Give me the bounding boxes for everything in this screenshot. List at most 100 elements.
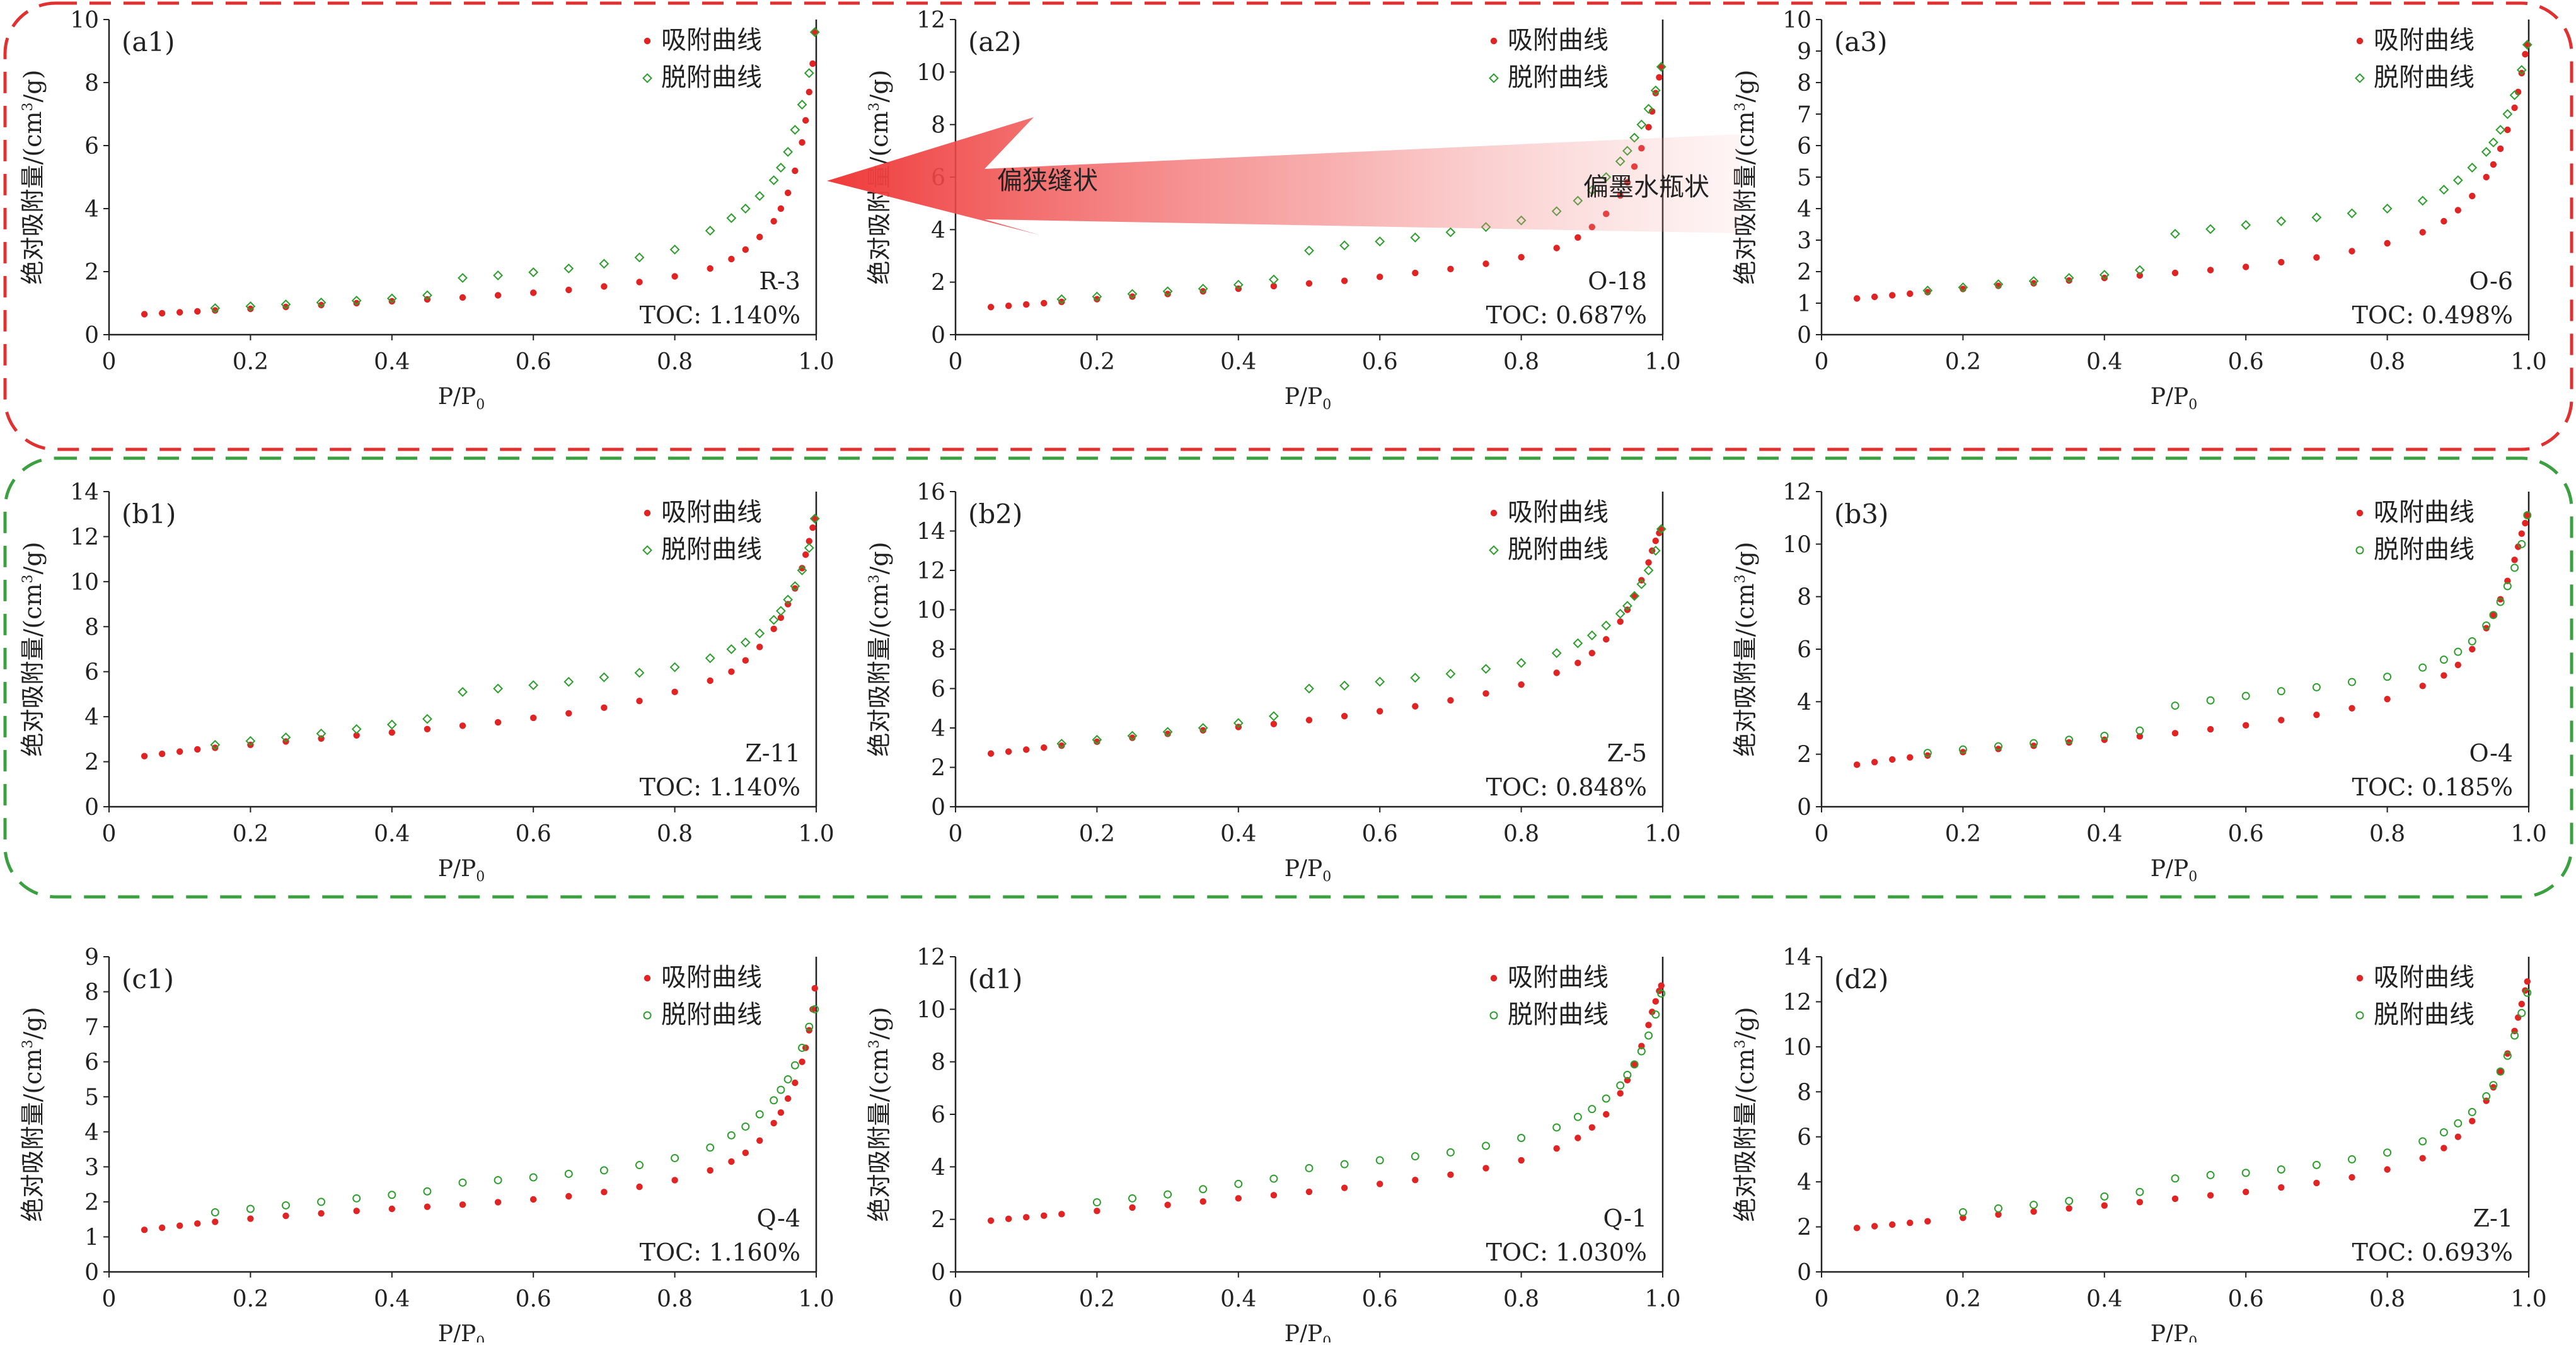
- desorption-point: [1636, 119, 1647, 130]
- y-axis-title: 绝对吸附量/(cm3/g): [19, 1007, 47, 1222]
- adsorption-point: [2419, 229, 2426, 236]
- adsorption-point: [1960, 1215, 1967, 1221]
- adsorption-series: [987, 526, 1665, 757]
- toc-label: TOC: 0.693%: [2352, 1238, 2513, 1266]
- adsorption-point: [1305, 1188, 1313, 1196]
- desorption-point: [210, 303, 221, 313]
- legend-adsorption-label: 吸附曲线: [1508, 498, 1609, 527]
- adsorption-point: [1164, 291, 1171, 297]
- x-tick-label: 1.0: [2510, 349, 2546, 375]
- adsorption-point: [424, 725, 431, 732]
- desorption-point: [804, 543, 814, 553]
- desorption-point: [317, 1198, 326, 1206]
- desorption-point: [2522, 40, 2533, 50]
- adsorption-point: [141, 1227, 148, 1233]
- adsorption-point: [1924, 1218, 1931, 1225]
- x-tick-label: 0.6: [516, 821, 552, 847]
- adsorption-point: [770, 217, 777, 225]
- x-axis-title-main: P/P: [1285, 384, 1323, 410]
- adsorption-point: [353, 1208, 360, 1215]
- adsorption-point: [388, 297, 395, 305]
- x-tick-label: 0.8: [2369, 349, 2405, 375]
- desorption-point: [1622, 601, 1632, 611]
- x-axis-title-main: P/P: [1285, 1321, 1323, 1342]
- desorption-point: [2065, 1197, 2074, 1205]
- group-a-dashed-box: [3, 1, 2573, 451]
- adsorption-point: [1041, 299, 1048, 307]
- adsorption-point: [1617, 1090, 1624, 1097]
- adsorption-point: [212, 307, 219, 314]
- desorption-point: [2418, 1137, 2427, 1146]
- x-tick-label: 0.6: [516, 1286, 552, 1312]
- y-tick-label: 9: [1797, 39, 1811, 65]
- y-tick-label: 10: [916, 598, 945, 624]
- y-tick-label: 4: [1797, 1170, 1811, 1196]
- desorption-point: [768, 615, 779, 625]
- panel-label: (b2): [968, 499, 1022, 529]
- adsorption-point: [1005, 302, 1012, 309]
- desorption-point: [1616, 1081, 1625, 1090]
- adsorption-point: [2065, 277, 2072, 284]
- sample-label: Q-4: [756, 1204, 800, 1232]
- adsorption-point: [565, 286, 572, 294]
- adsorption-point: [247, 305, 254, 313]
- y-tick-label: 4: [1797, 690, 1811, 715]
- adsorption-point: [318, 301, 325, 309]
- x-axis-title: P/P0: [1285, 384, 1332, 413]
- adsorption-point: [1412, 703, 1419, 710]
- adsorption-point: [1164, 730, 1171, 737]
- y-tick-label: 8: [1797, 1080, 1811, 1105]
- adsorption-point: [1656, 74, 1663, 81]
- x-axis-title-subscript: 0: [2188, 869, 2197, 885]
- desorption-point: [2028, 276, 2039, 286]
- x-tick-label: 0.4: [374, 349, 410, 375]
- adsorption-point: [1658, 982, 1665, 990]
- desorption-point: [1517, 1134, 1526, 1142]
- adsorption-point: [318, 1210, 325, 1217]
- desorption-point: [1923, 749, 1932, 758]
- adsorption-point: [2518, 1000, 2525, 1008]
- legend-adsorption-label: 吸附曲线: [2374, 26, 2475, 55]
- panel-label: (d1): [968, 964, 1022, 995]
- adsorption-point: [1023, 1214, 1030, 1221]
- desorption-point: [1198, 284, 1208, 294]
- y-tick-label: 7: [1797, 102, 1811, 128]
- desorption-point: [564, 1169, 573, 1178]
- adsorption-point: [1871, 758, 1878, 766]
- x-axis-title: P/P0: [438, 1321, 485, 1342]
- adsorption-point: [1631, 1061, 1638, 1068]
- sample-label: Q-1: [1603, 1204, 1647, 1232]
- desorption-point: [2030, 739, 2038, 748]
- adsorption-point: [1518, 1157, 1525, 1164]
- adsorption-point: [707, 1167, 713, 1174]
- y-axis-title: 绝对吸附量/(cm3/g): [1731, 542, 1759, 757]
- desorption-point: [1164, 1190, 1172, 1199]
- adsorption-point: [353, 299, 360, 307]
- adsorption-point: [2101, 274, 2108, 282]
- desorption-point: [1588, 1105, 1597, 1114]
- adsorption-point: [784, 189, 792, 197]
- desorption-point: [1375, 676, 1385, 687]
- adsorption-point: [2497, 145, 2504, 153]
- adsorption-point: [1995, 1211, 2002, 1218]
- desorption-point: [754, 628, 765, 638]
- y-axis-title-main: 绝对吸附量/(cm: [865, 112, 893, 285]
- x-tick-label: 1.0: [798, 349, 834, 375]
- desorption-point: [2312, 683, 2321, 691]
- desorption-point: [1269, 1174, 1278, 1183]
- adsorption-point: [806, 538, 812, 545]
- adsorption-point: [2207, 267, 2214, 274]
- legend-adsorption-label: 吸附曲线: [1508, 26, 1609, 55]
- adsorption-point: [2243, 722, 2250, 729]
- y-axis-title-end: /g): [865, 542, 893, 575]
- legend-desorption-label: 脱附曲线: [1508, 535, 1609, 564]
- desorption-point: [529, 1173, 538, 1182]
- desorption-point: [1551, 648, 1562, 659]
- toc-label: TOC: 1.140%: [640, 773, 800, 801]
- x-axis-title: P/P0: [2151, 1321, 2198, 1342]
- adsorption-point: [1305, 717, 1313, 724]
- adsorption-point: [459, 722, 466, 729]
- adsorption-point: [770, 625, 777, 633]
- sample-label: O-6: [2469, 267, 2513, 295]
